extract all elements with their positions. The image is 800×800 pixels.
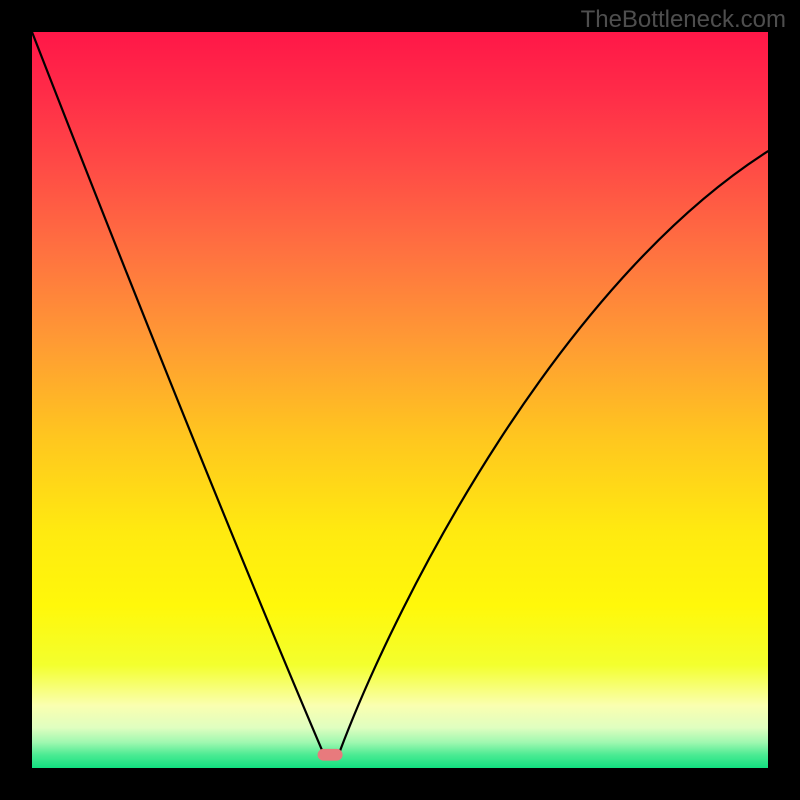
minimum-marker xyxy=(318,749,343,761)
chart-frame: TheBottleneck.com xyxy=(0,0,800,800)
watermark-text: TheBottleneck.com xyxy=(581,6,786,34)
gradient-background xyxy=(32,32,768,768)
plot-area xyxy=(32,32,768,768)
chart-svg xyxy=(32,32,768,768)
